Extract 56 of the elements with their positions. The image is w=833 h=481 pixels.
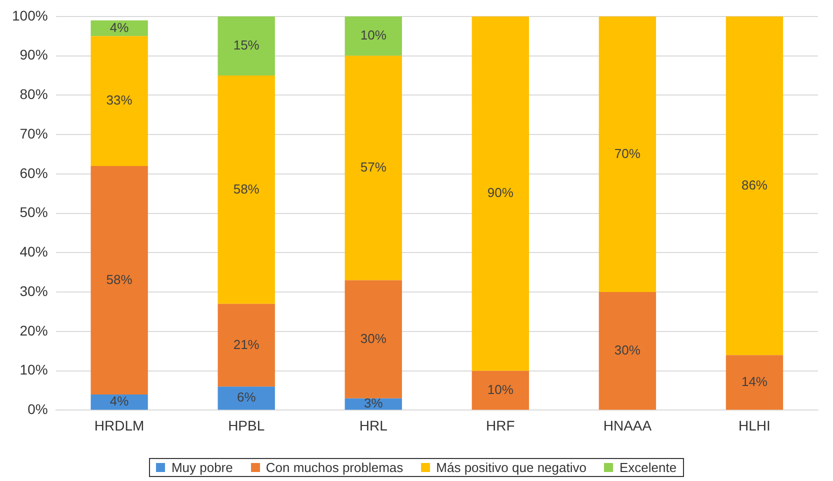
- data-label: 33%: [106, 92, 133, 108]
- data-label: 3%: [364, 396, 384, 411]
- bar: [472, 370, 529, 410]
- y-tick-label: 10%: [20, 362, 48, 378]
- data-label: 86%: [741, 177, 768, 192]
- data-label: 14%: [741, 374, 768, 389]
- bar: [598, 292, 656, 410]
- bar: [218, 75, 275, 304]
- y-tick-label: 20%: [20, 322, 48, 338]
- data-label: 30%: [614, 342, 641, 358]
- y-tick-label: 0%: [28, 401, 48, 418]
- x-tick-label: HRDLM: [94, 417, 144, 434]
- data-label: 10%: [487, 382, 514, 397]
- x-tick-label: HNAAA: [603, 417, 652, 434]
- data-label: 15%: [233, 38, 260, 53]
- bar: [90, 394, 148, 410]
- y-tick-label: 50%: [20, 204, 48, 220]
- y-tick-label: 90%: [20, 46, 48, 63]
- y-tick-label: 30%: [20, 282, 48, 299]
- legend-label: Muy pobre: [170, 460, 233, 475]
- bar: [472, 16, 529, 371]
- bar: [218, 16, 275, 76]
- x-tick-label: HPBL: [228, 417, 265, 434]
- y-tick-label: 100%: [12, 7, 48, 24]
- legend-label: Excelente: [618, 460, 677, 475]
- bar: [344, 16, 402, 56]
- data-label: 21%: [233, 336, 260, 352]
- data-label: 58%: [106, 272, 133, 287]
- data-label: 90%: [487, 185, 514, 200]
- data-label: 4%: [110, 394, 130, 409]
- bar: [344, 56, 402, 280]
- legend-label: Más positivo que negativo: [435, 460, 586, 475]
- x-tick-label: HRL: [359, 417, 388, 434]
- bar: [726, 16, 784, 356]
- data-label: 30%: [360, 330, 387, 346]
- y-tick-label: 70%: [20, 125, 48, 142]
- bar: [726, 355, 784, 410]
- bar: [218, 386, 275, 410]
- data-label: 10%: [360, 28, 387, 43]
- bar: [90, 20, 148, 36]
- bar: [344, 280, 402, 398]
- bar: [218, 304, 275, 387]
- data-label: 57%: [360, 160, 387, 175]
- legend-label: Con muchos problemas: [264, 460, 404, 475]
- data-label: 70%: [614, 146, 641, 161]
- data-label: 4%: [110, 20, 130, 35]
- y-tick-label: 40%: [20, 244, 48, 260]
- data-label: 6%: [236, 390, 256, 405]
- bar: [90, 36, 148, 166]
- x-tick-label: HRF: [486, 417, 515, 434]
- bar: [598, 16, 656, 292]
- y-tick-label: 80%: [20, 86, 48, 102]
- x-tick-label: HLHI: [738, 417, 770, 434]
- bar: [90, 166, 148, 394]
- y-tick-label: 60%: [20, 164, 48, 181]
- data-label: 58%: [233, 181, 260, 196]
